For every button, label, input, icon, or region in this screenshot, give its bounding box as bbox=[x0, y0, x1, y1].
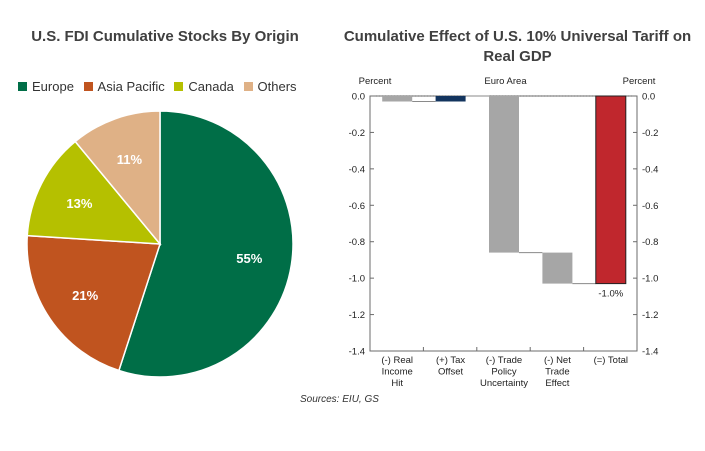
pie-data-label: 11% bbox=[117, 152, 143, 167]
y-tick-label-left: -0.4 bbox=[349, 164, 365, 175]
y-tick-label-right: -0.4 bbox=[642, 164, 658, 175]
waterfall-chart: 0.0 0.0 -0.2 -0.2 -0.4 -0.4 -0.6 -0.6 -0.8 -0.8 -1… bbox=[349, 76, 659, 389]
y-tick-label-right: -0.6 bbox=[642, 201, 658, 212]
x-tick-label: (=) Total bbox=[594, 355, 628, 366]
legend-label: Canada bbox=[188, 79, 234, 94]
y-tick-label-right: -0.8 bbox=[642, 237, 658, 248]
legend-swatch bbox=[18, 82, 27, 91]
pie-data-label: 13% bbox=[66, 196, 92, 211]
y-axis-label-right: Percent bbox=[623, 76, 656, 87]
pie-chart-title: U.S. FDI Cumulative Stocks By Origin bbox=[31, 28, 299, 45]
y-tick-label-left: -1.0 bbox=[349, 274, 365, 285]
legend-swatch bbox=[174, 82, 184, 91]
waterfall-bar bbox=[542, 252, 573, 284]
legend-swatch bbox=[243, 82, 253, 91]
waterfall-bar bbox=[435, 96, 466, 102]
pie-slice-europe bbox=[117, 110, 294, 378]
pie-slice-others bbox=[74, 110, 161, 247]
sources-note: Sources: EIU, GS bbox=[300, 394, 379, 405]
waterfall-bar bbox=[382, 96, 413, 102]
legend-item-asia-pacific: Asia Pacific bbox=[83, 79, 165, 94]
x-tick-label: (-) Trade Policy Uncertainty bbox=[480, 355, 528, 389]
legend-label: Asia Pacific bbox=[97, 79, 165, 94]
pie-slice-asia-pacific bbox=[26, 234, 162, 372]
y-tick-label-right: -0.2 bbox=[642, 128, 658, 139]
waterfall-chart-panel: Cumulative Effect of U.S. 10% Universal … bbox=[330, 0, 705, 400]
x-tick-label: (-) Net Trade Effect bbox=[544, 355, 571, 389]
x-tick-label: (+) Tax Offset bbox=[436, 355, 465, 378]
total-data-label: -1.0% bbox=[598, 289, 623, 300]
y-tick-label-left: -1.4 bbox=[349, 347, 365, 358]
x-tick-label: (-) Real Income Hit bbox=[381, 355, 413, 389]
y-tick-label-right: -1.2 bbox=[642, 310, 658, 321]
pie-chart-panel: U.S. FDI Cumulative Stocks By Origin Eur… bbox=[0, 0, 330, 400]
legend-label: Europe bbox=[32, 79, 74, 94]
pie-chart: 55% 21% 13% 11% bbox=[26, 110, 294, 378]
legend-item-canada: Canada bbox=[174, 79, 234, 94]
pie-data-label: 21% bbox=[72, 288, 98, 303]
y-tick-label-right: -1.4 bbox=[642, 347, 658, 358]
region-label: Euro Area bbox=[484, 76, 527, 87]
y-axis-label-left: Percent bbox=[359, 76, 392, 87]
legend-item-europe: Europe bbox=[18, 79, 74, 94]
waterfall-bar bbox=[489, 96, 519, 253]
legend-swatch bbox=[83, 82, 93, 91]
y-tick-label-left: 0.0 bbox=[352, 92, 365, 103]
legend-label: Others bbox=[257, 79, 297, 94]
waterfall-bar bbox=[595, 95, 627, 285]
y-tick-label-right: 0.0 bbox=[642, 92, 655, 103]
waterfall-chart-title: Cumulative Effect of U.S. 10% Universal … bbox=[343, 28, 692, 65]
pie-data-label: 55% bbox=[236, 251, 262, 266]
pie-slice-canada bbox=[26, 140, 162, 245]
y-tick-label-left: -0.8 bbox=[349, 237, 365, 248]
legend-item-others: Others bbox=[243, 79, 297, 94]
y-tick-label-left: -1.2 bbox=[349, 310, 365, 321]
y-tick-label-left: -0.6 bbox=[349, 201, 365, 212]
y-tick-label-left: -0.2 bbox=[349, 128, 365, 139]
y-tick-label-right: -1.0 bbox=[642, 274, 658, 285]
pie-legend: Europe Asia Pacific Canada Others bbox=[18, 79, 303, 94]
